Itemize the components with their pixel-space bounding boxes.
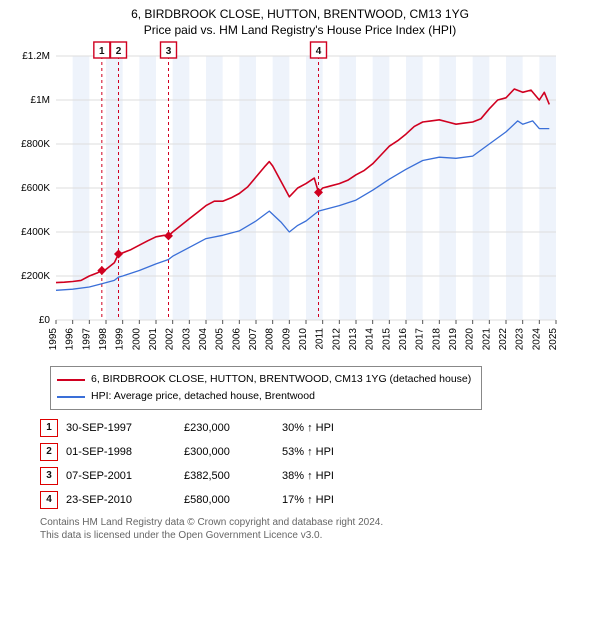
- svg-text:1995: 1995: [48, 328, 59, 351]
- svg-text:2008: 2008: [265, 328, 276, 351]
- svg-text:2012: 2012: [331, 328, 342, 351]
- svg-text:2022: 2022: [498, 328, 509, 351]
- tx-price: £382,500: [184, 464, 282, 488]
- title-line1: 6, BIRDBROOK CLOSE, HUTTON, BRENTWOOD, C…: [10, 6, 590, 22]
- svg-text:£200K: £200K: [21, 271, 50, 282]
- svg-text:2006: 2006: [231, 328, 242, 351]
- svg-text:2016: 2016: [398, 328, 409, 351]
- svg-text:2025: 2025: [548, 328, 559, 351]
- svg-text:2: 2: [116, 46, 122, 57]
- tx-date: 23-SEP-2010: [66, 488, 184, 512]
- svg-text:2014: 2014: [365, 328, 376, 351]
- transaction-table: 1 30-SEP-1997£230,00030% ↑ HPI 2 01-SEP-199…: [40, 416, 342, 512]
- tx-date: 01-SEP-1998: [66, 440, 184, 464]
- svg-text:2001: 2001: [148, 328, 159, 351]
- svg-text:2000: 2000: [131, 328, 142, 351]
- table-row: 1 30-SEP-1997£230,00030% ↑ HPI: [40, 416, 342, 440]
- callout-num-box: 1: [40, 419, 58, 437]
- svg-text:2010: 2010: [298, 328, 309, 351]
- svg-text:2019: 2019: [448, 328, 459, 351]
- svg-text:1998: 1998: [98, 328, 109, 351]
- tx-num: 2: [40, 440, 66, 464]
- table-row: 3 07-SEP-2001£382,50038% ↑ HPI: [40, 464, 342, 488]
- tx-num: 4: [40, 488, 66, 512]
- svg-text:£800K: £800K: [21, 139, 50, 150]
- legend-item: HPI: Average price, detached house, Bren…: [57, 388, 475, 405]
- svg-text:2024: 2024: [531, 328, 542, 351]
- footer-line: This data is licensed under the Open Gov…: [40, 529, 590, 543]
- table-row: 4 23-SEP-2010£580,00017% ↑ HPI: [40, 488, 342, 512]
- up-arrow-icon: ↑: [307, 470, 313, 482]
- chart-titles: 6, BIRDBROOK CLOSE, HUTTON, BRENTWOOD, C…: [10, 6, 590, 38]
- legend-swatch: [57, 379, 85, 381]
- svg-text:£400K: £400K: [21, 227, 50, 238]
- tx-num: 1: [40, 416, 66, 440]
- svg-text:2023: 2023: [515, 328, 526, 351]
- svg-text:£1.2M: £1.2M: [22, 51, 50, 62]
- svg-text:2004: 2004: [198, 328, 209, 351]
- up-arrow-icon: ↑: [307, 422, 313, 434]
- svg-text:2017: 2017: [415, 328, 426, 351]
- tx-pct: 30% ↑ HPI: [282, 416, 342, 440]
- legend-label: 6, BIRDBROOK CLOSE, HUTTON, BRENTWOOD, C…: [91, 371, 471, 388]
- up-arrow-icon: ↑: [307, 446, 313, 458]
- svg-text:4: 4: [316, 46, 322, 57]
- svg-text:3: 3: [166, 46, 172, 57]
- svg-text:1997: 1997: [81, 328, 92, 351]
- svg-text:£0: £0: [39, 315, 51, 326]
- tx-num: 3: [40, 464, 66, 488]
- callout-num-box: 3: [40, 467, 58, 485]
- svg-text:2011: 2011: [315, 328, 326, 350]
- legend-label: HPI: Average price, detached house, Bren…: [91, 388, 315, 405]
- tx-pct: 38% ↑ HPI: [282, 464, 342, 488]
- svg-text:2021: 2021: [481, 328, 492, 351]
- attribution: Contains HM Land Registry data © Crown c…: [40, 516, 590, 543]
- tx-date: 30-SEP-1997: [66, 416, 184, 440]
- tx-pct: 17% ↑ HPI: [282, 488, 342, 512]
- callout-num-box: 2: [40, 443, 58, 461]
- price-chart: £0 £200K £400K £600K £800K £1M £1.2M 1995 1996 19…: [10, 40, 570, 360]
- tx-date: 07-SEP-2001: [66, 464, 184, 488]
- tx-price: £300,000: [184, 440, 282, 464]
- svg-text:1999: 1999: [115, 328, 126, 351]
- chart-area: £0 £200K £400K £600K £800K £1M £1.2M 1995 1996 19…: [10, 40, 590, 360]
- legend-item: 6, BIRDBROOK CLOSE, HUTTON, BRENTWOOD, C…: [57, 371, 475, 388]
- tx-price: £580,000: [184, 488, 282, 512]
- svg-text:2002: 2002: [165, 328, 176, 351]
- title-line2: Price paid vs. HM Land Registry's House …: [10, 22, 590, 38]
- svg-text:£600K: £600K: [21, 183, 50, 194]
- table-row: 2 01-SEP-1998£300,00053% ↑ HPI: [40, 440, 342, 464]
- svg-text:£1M: £1M: [31, 95, 50, 106]
- svg-text:2007: 2007: [248, 328, 259, 351]
- tx-price: £230,000: [184, 416, 282, 440]
- svg-text:2020: 2020: [465, 328, 476, 351]
- legend-swatch: [57, 396, 85, 398]
- svg-text:2003: 2003: [181, 328, 192, 351]
- svg-text:2018: 2018: [431, 328, 442, 351]
- svg-text:1: 1: [99, 46, 105, 57]
- svg-text:2009: 2009: [281, 328, 292, 351]
- up-arrow-icon: ↑: [307, 494, 313, 506]
- legend: 6, BIRDBROOK CLOSE, HUTTON, BRENTWOOD, C…: [50, 366, 482, 410]
- footer-line: Contains HM Land Registry data © Crown c…: [40, 516, 590, 530]
- callout-num-box: 4: [40, 491, 58, 509]
- svg-text:1996: 1996: [65, 328, 76, 351]
- tx-pct: 53% ↑ HPI: [282, 440, 342, 464]
- svg-text:2013: 2013: [348, 328, 359, 351]
- svg-text:2005: 2005: [215, 328, 226, 351]
- svg-text:2015: 2015: [381, 328, 392, 351]
